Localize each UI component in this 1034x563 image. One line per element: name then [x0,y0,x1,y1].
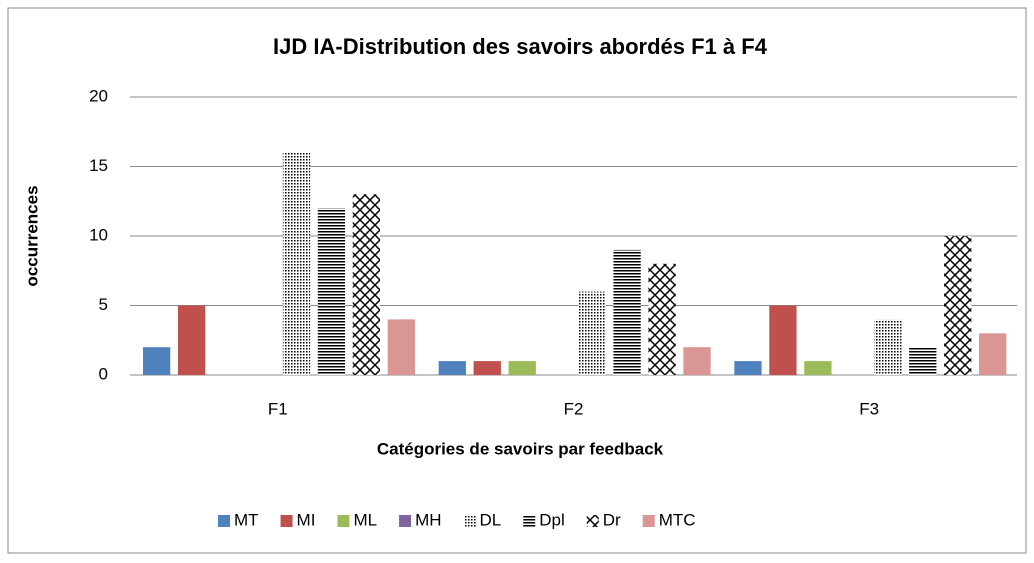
legend-swatch [642,515,655,527]
bar [282,152,311,375]
bar [734,361,762,375]
bar [769,305,797,375]
y-tick-label: 15 [89,156,108,175]
bar [874,319,902,375]
x-tick-label: F2 [564,399,584,418]
legend-label: MH [415,510,441,529]
bar [909,347,937,375]
bar [508,361,536,375]
bar [177,305,206,375]
x-tick-label: F1 [268,399,288,418]
bar [438,361,466,375]
bar [804,361,832,375]
legend-label: DL [480,510,502,529]
x-tick-label: F3 [859,399,879,418]
bar [317,208,346,375]
x-axis-label: Catégories de savoirs par feedback [377,439,664,458]
legend-swatch [463,515,476,527]
y-tick-label: 0 [99,364,108,383]
bar [387,319,415,375]
legend-label: MI [297,510,316,529]
legend-label: Dr [603,510,621,529]
bar [352,194,381,375]
legend-swatch [337,515,350,527]
bar [613,249,641,375]
y-tick-label: 20 [89,86,108,105]
bar [473,361,501,375]
legend-swatch [399,515,412,527]
legend-label: Dpl [539,510,565,529]
legend-swatch [586,515,599,527]
bar [944,236,972,375]
y-tick-label: 5 [99,295,108,314]
legend-swatch [523,515,536,527]
y-axis-label: occurrences [22,185,41,286]
chart-title: IJD IA-Distribution des savoirs abordés … [273,34,768,59]
legend-label: MT [234,510,259,529]
chart-frame [7,7,1027,554]
bar [578,291,606,375]
bar [683,347,711,375]
bar [143,347,171,375]
legend-swatch [218,515,230,527]
bar [648,263,676,375]
legend-swatch [280,515,293,527]
legend-label: ML [353,510,377,529]
legend-label: MTC [659,510,696,529]
bar [979,333,1007,375]
y-tick-label: 10 [89,225,108,244]
